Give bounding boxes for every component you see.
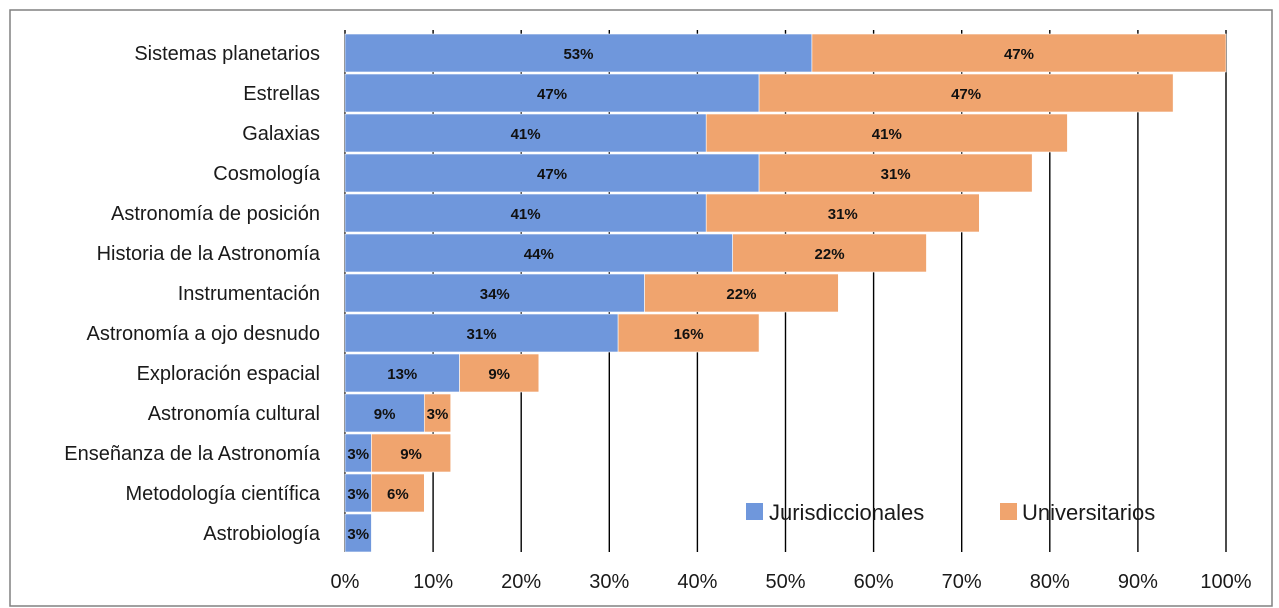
- category-label: Enseñanza de la Astronomía: [64, 443, 321, 465]
- legend: Jurisdiccionales Universitarios: [746, 500, 1155, 525]
- legend-label-universitarios: Universitarios: [1022, 500, 1155, 525]
- x-tick-label: 50%: [765, 571, 805, 593]
- category-label: Astronomía de posición: [111, 203, 320, 225]
- x-tick-label: 100%: [1200, 571, 1251, 593]
- bar-jurisdiccionales: [344, 393, 425, 433]
- data-label: 22%: [815, 246, 845, 263]
- bar-universitarios: [811, 33, 1227, 73]
- bar-universitarios: [732, 233, 927, 273]
- data-label: 41%: [872, 126, 902, 143]
- bar-universitarios: [705, 113, 1068, 153]
- category-label: Exploración espacial: [137, 363, 320, 385]
- bar-jurisdiccionales: [344, 513, 372, 553]
- data-label: 22%: [726, 286, 756, 303]
- category-label: Cosmología: [213, 163, 321, 185]
- category-label: Astronomía a ojo desnudo: [87, 323, 321, 345]
- bar-universitarios: [758, 73, 1174, 113]
- legend-label-jurisdiccionales: Jurisdiccionales: [769, 500, 924, 525]
- data-label: 31%: [467, 326, 497, 343]
- category-label: Galaxias: [242, 123, 320, 145]
- x-tick-label: 90%: [1118, 571, 1158, 593]
- category-label: Astrobiología: [203, 523, 321, 545]
- x-tick-label: 70%: [942, 571, 982, 593]
- bar-jurisdiccionales: [344, 233, 733, 273]
- bar-universitarios: [371, 433, 452, 473]
- data-label: 9%: [374, 406, 396, 423]
- bar-universitarios: [705, 193, 980, 233]
- data-label: 44%: [524, 246, 554, 263]
- x-axis-tick-labels: 0% 10% 20% 30% 40% 50% 60% 70% 80% 90% 100%: [331, 571, 1252, 593]
- bar-jurisdiccionales: [344, 193, 707, 233]
- bar-jurisdiccionales: [344, 113, 707, 153]
- category-label: Estrellas: [243, 83, 320, 105]
- data-label: 31%: [828, 206, 858, 223]
- x-tick-label: 10%: [413, 571, 453, 593]
- data-label: 31%: [881, 166, 911, 183]
- data-label: 34%: [480, 286, 510, 303]
- bar-jurisdiccionales: [344, 353, 460, 393]
- data-label: 41%: [511, 206, 541, 223]
- bar-universitarios: [459, 353, 540, 393]
- data-label: 3%: [347, 446, 369, 463]
- bars: [344, 33, 1227, 553]
- category-label: Metodología científica: [125, 483, 320, 505]
- bar-universitarios: [617, 313, 760, 353]
- legend-swatch-universitarios: [1000, 503, 1017, 520]
- data-label: 47%: [537, 86, 567, 103]
- bar-universitarios: [423, 393, 452, 433]
- bar-jurisdiccionales: [344, 33, 813, 73]
- data-label: 6%: [387, 486, 409, 503]
- data-label: 47%: [1004, 46, 1034, 63]
- legend-swatch-jurisdiccionales: [746, 503, 763, 520]
- bar-universitarios: [371, 473, 425, 513]
- x-tick-label: 60%: [854, 571, 894, 593]
- data-label: 47%: [537, 166, 567, 183]
- bar-jurisdiccionales: [344, 473, 372, 513]
- category-label: Instrumentación: [178, 283, 320, 305]
- category-labels: Sistemas planetarios Estrellas Galaxias Cos…: [64, 43, 321, 545]
- bar-jurisdiccionales: [344, 433, 372, 473]
- category-label: Sistemas planetarios: [134, 43, 320, 65]
- x-tick-label: 0%: [331, 571, 360, 593]
- x-tick-label: 20%: [501, 571, 541, 593]
- x-tick-label: 40%: [677, 571, 717, 593]
- data-label: 16%: [674, 326, 704, 343]
- data-label: 3%: [347, 526, 369, 543]
- data-label: 3%: [347, 486, 369, 503]
- data-label: 53%: [563, 46, 593, 63]
- data-label: 41%: [511, 126, 541, 143]
- bar-jurisdiccionales: [344, 273, 645, 313]
- data-label: 47%: [951, 86, 981, 103]
- bar-jurisdiccionales: [344, 73, 760, 113]
- category-label: Astronomía cultural: [148, 403, 320, 425]
- data-labels: 53% 47% 47% 47% 41% 41% 47% 31% 41% 31% 44% 22% 34% 2…: [347, 46, 1034, 543]
- data-label: 13%: [387, 366, 417, 383]
- data-label: 9%: [400, 446, 422, 463]
- bar-universitarios: [758, 153, 1033, 193]
- bar-universitarios: [644, 273, 839, 313]
- category-label: Historia de la Astronomía: [97, 243, 321, 265]
- x-tick-label: 80%: [1030, 571, 1070, 593]
- bar-jurisdiccionales: [344, 313, 619, 353]
- x-tick-label: 30%: [589, 571, 629, 593]
- data-label: 3%: [427, 406, 449, 423]
- data-label: 9%: [488, 366, 510, 383]
